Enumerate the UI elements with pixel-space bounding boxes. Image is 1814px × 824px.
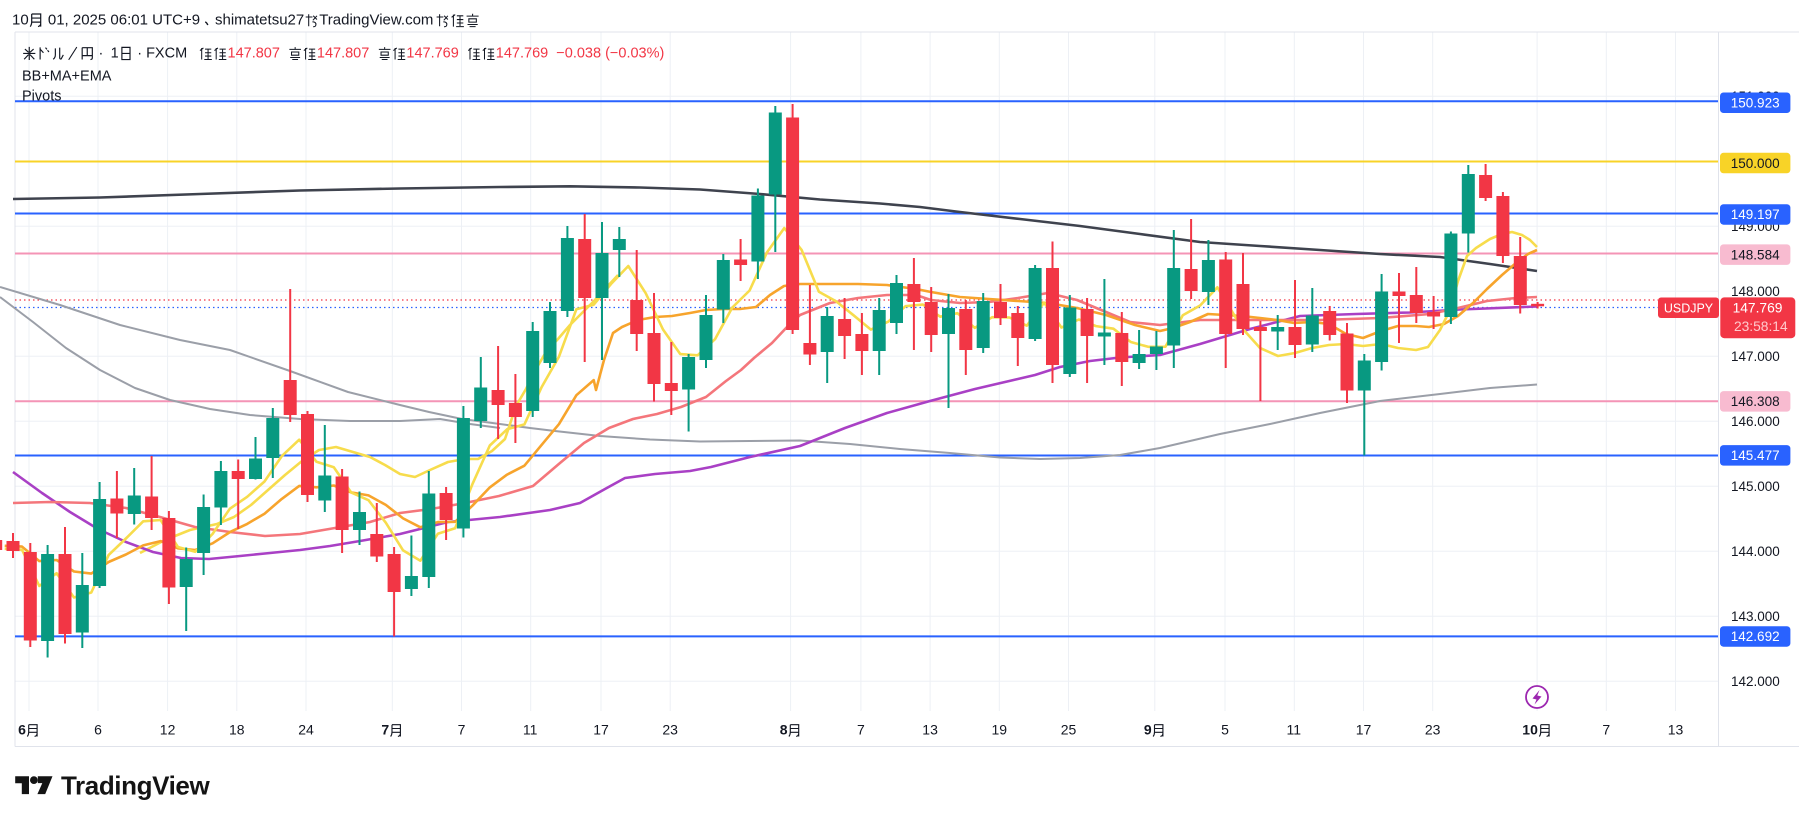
- svg-text:142.692: 142.692: [1731, 629, 1780, 644]
- svg-text:shimatetsu27: shimatetsu27: [215, 12, 304, 29]
- svg-text:1: 1: [111, 46, 119, 62]
- svg-text:23: 23: [1425, 722, 1441, 738]
- svg-text:145.477: 145.477: [1731, 448, 1780, 463]
- svg-text:TradingView: TradingView: [61, 771, 210, 801]
- svg-text:24: 24: [298, 722, 314, 738]
- svg-text:7: 7: [381, 722, 389, 738]
- svg-text:143.000: 143.000: [1731, 609, 1780, 624]
- svg-text:−0.038 (−0.03%): −0.038 (−0.03%): [556, 46, 664, 62]
- svg-text:TradingView.com: TradingView.com: [319, 12, 433, 29]
- svg-text:147.769: 147.769: [496, 46, 548, 62]
- svg-text:25: 25: [1061, 722, 1077, 738]
- svg-text:8: 8: [780, 722, 788, 738]
- svg-text:11: 11: [1287, 722, 1302, 738]
- svg-text:147.769: 147.769: [406, 46, 458, 62]
- svg-text:9: 9: [1144, 722, 1152, 738]
- svg-text:149.197: 149.197: [1731, 207, 1780, 222]
- svg-text:23: 23: [662, 722, 678, 738]
- svg-text:147.000: 147.000: [1731, 349, 1780, 364]
- svg-text:13: 13: [922, 722, 938, 738]
- svg-text:BB+MA+EMA: BB+MA+EMA: [22, 69, 112, 85]
- svg-text:144.000: 144.000: [1731, 544, 1780, 559]
- svg-text:147.807: 147.807: [228, 46, 280, 62]
- svg-text:5: 5: [1221, 722, 1229, 738]
- svg-text:18: 18: [229, 722, 245, 738]
- svg-text:USDJPY: USDJPY: [1664, 301, 1714, 315]
- svg-text:12: 12: [160, 722, 176, 738]
- svg-text:150.923: 150.923: [1731, 96, 1780, 111]
- svg-text:142.000: 142.000: [1731, 674, 1780, 689]
- svg-text:7: 7: [1602, 722, 1610, 738]
- svg-text:7: 7: [458, 722, 466, 738]
- svg-text:6: 6: [94, 722, 102, 738]
- svg-text:148.584: 148.584: [1731, 247, 1780, 262]
- svg-text:147.769: 147.769: [1733, 300, 1783, 315]
- svg-text:146.308: 146.308: [1731, 394, 1780, 409]
- svg-text:13: 13: [1668, 722, 1684, 738]
- svg-text:23:58:14: 23:58:14: [1734, 319, 1788, 334]
- svg-text:7: 7: [857, 722, 865, 738]
- svg-text:148.000: 148.000: [1731, 284, 1780, 299]
- svg-text:145.000: 145.000: [1731, 479, 1780, 494]
- svg-text:· FXCM: · FXCM: [133, 46, 195, 62]
- svg-text:19: 19: [992, 722, 1008, 738]
- svg-text:150.000: 150.000: [1731, 156, 1780, 171]
- svg-text:147.807: 147.807: [317, 46, 369, 62]
- svg-text:·: ·: [95, 46, 108, 62]
- svg-text:17: 17: [1356, 722, 1372, 738]
- svg-text:11: 11: [523, 722, 538, 738]
- svg-text:17: 17: [593, 722, 609, 738]
- svg-text:Pivots: Pivots: [22, 89, 62, 105]
- svg-text:01, 2025 06:01 UTC+9: 01, 2025 06:01 UTC+9: [44, 12, 200, 29]
- svg-text:10: 10: [12, 12, 29, 29]
- svg-text:146.000: 146.000: [1731, 414, 1780, 429]
- svg-text:10: 10: [1522, 722, 1538, 738]
- svg-text:6: 6: [18, 722, 26, 738]
